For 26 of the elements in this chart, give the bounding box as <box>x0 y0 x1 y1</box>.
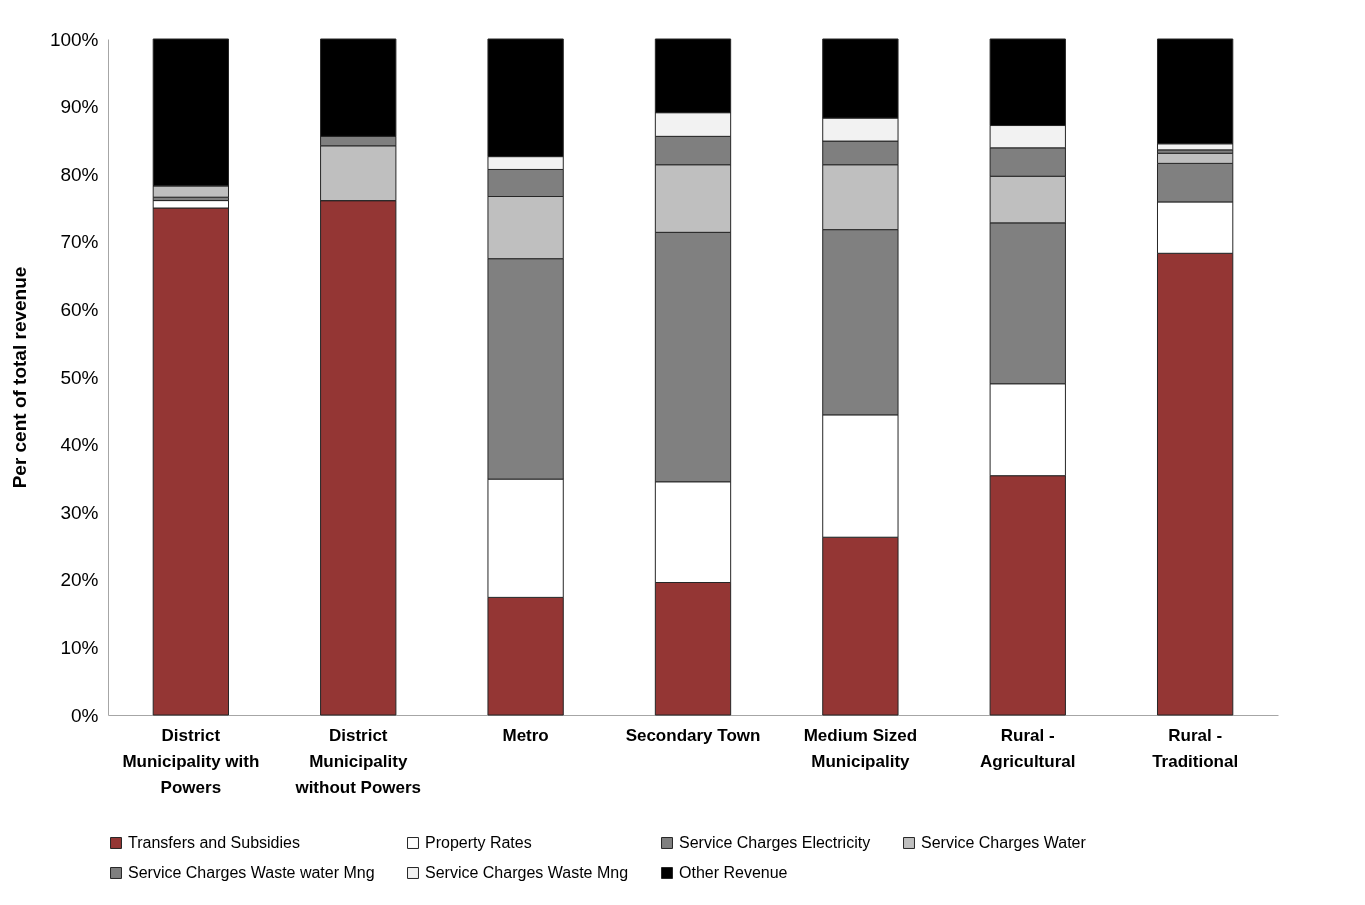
legend-label: Property Rates <box>425 834 532 851</box>
y-tick-label: 60% <box>60 298 99 320</box>
y-tick-label: 40% <box>60 434 99 456</box>
x-tick-label: Secondary Town <box>625 725 761 745</box>
y-tick-label: 10% <box>60 636 99 658</box>
x-tick-label: Metro <box>502 725 549 745</box>
legend-label: Service Charges Waste water Mng <box>128 864 375 881</box>
y-tick-label: 0% <box>71 704 99 726</box>
y-tick-label: 90% <box>60 96 99 118</box>
x-tick-label: District Municipality with Powers <box>122 725 260 797</box>
y-tick-label: 20% <box>60 569 99 591</box>
legend-label: Other Revenue <box>679 864 788 881</box>
x-tick-label: District Municipality without Powers <box>294 725 422 797</box>
x-tick-label: Rural - Agricultural <box>980 725 1076 771</box>
y-tick-label: 80% <box>60 163 99 185</box>
x-tick-label: Rural - Traditional <box>1152 725 1239 771</box>
y-tick-label: 30% <box>60 501 99 523</box>
legend-label: Transfers and Subsidies <box>128 834 300 851</box>
legend-label: Service Charges Waste Mng <box>425 864 629 881</box>
legend-label: Service Charges Water <box>921 834 1087 851</box>
y-tick-label: 70% <box>60 231 99 253</box>
x-tick-label: Medium Sized Municipality <box>803 725 918 771</box>
y-tick-label: 100% <box>49 28 99 50</box>
y-axis-title: Per cent of total revenue <box>8 266 30 489</box>
y-tick-label: 50% <box>60 366 99 388</box>
legend-label: Service Charges Electricity <box>679 834 871 851</box>
